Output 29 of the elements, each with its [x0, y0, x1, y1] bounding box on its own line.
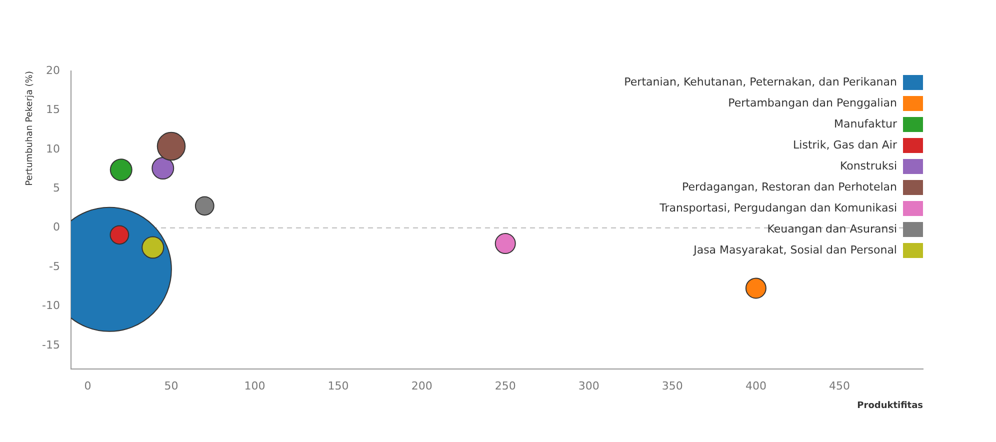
x-tick-label: 350: [662, 379, 683, 392]
legend-label: Konstruksi: [840, 159, 897, 172]
legend-label: Pertanian, Kehutanan, Peternakan, dan Perikanan: [624, 75, 898, 88]
legend-label: Perdagangan, Restoran dan Perhotelan: [682, 180, 898, 194]
legend-label: Manufaktur: [834, 117, 898, 130]
x-tick-label: 200: [411, 379, 432, 392]
y-axis-title: Pertumbuhan Pekerja (%): [24, 71, 35, 186]
x-tick-label: 0: [84, 379, 92, 392]
y-tick-label: 10: [46, 142, 60, 156]
y-tick-label: -15: [42, 338, 60, 352]
y-tick-label: -5: [49, 260, 60, 273]
x-tick-label: 300: [578, 379, 600, 392]
legend-label: Listrik, Gas dan Air: [793, 138, 898, 152]
x-tick-label: 100: [244, 379, 266, 392]
x-tick-label: 450: [828, 379, 850, 392]
y-tick-label: 0: [53, 220, 60, 234]
legend-label: Keuangan dan Asuransi: [767, 222, 897, 236]
x-tick-label: 400: [745, 379, 766, 392]
legend-label: Pertambangan dan Penggalian: [728, 96, 898, 110]
y-tick-label: 5: [53, 181, 60, 194]
x-tick-label: 50: [164, 379, 178, 392]
y-tick-label: -10: [42, 299, 60, 312]
y-tick-label: 15: [46, 103, 60, 116]
x-tick-label: 150: [328, 379, 349, 392]
legend-label: Transportasi, Pergudangan dan Komunikasi: [658, 201, 897, 214]
legend-label: Jasa Masyarakat, Sosial dan Personal: [692, 243, 897, 256]
x-axis-title: Produktifitas: [857, 400, 923, 411]
y-tick-label: 20: [46, 64, 60, 77]
x-tick-label: 250: [494, 379, 516, 392]
